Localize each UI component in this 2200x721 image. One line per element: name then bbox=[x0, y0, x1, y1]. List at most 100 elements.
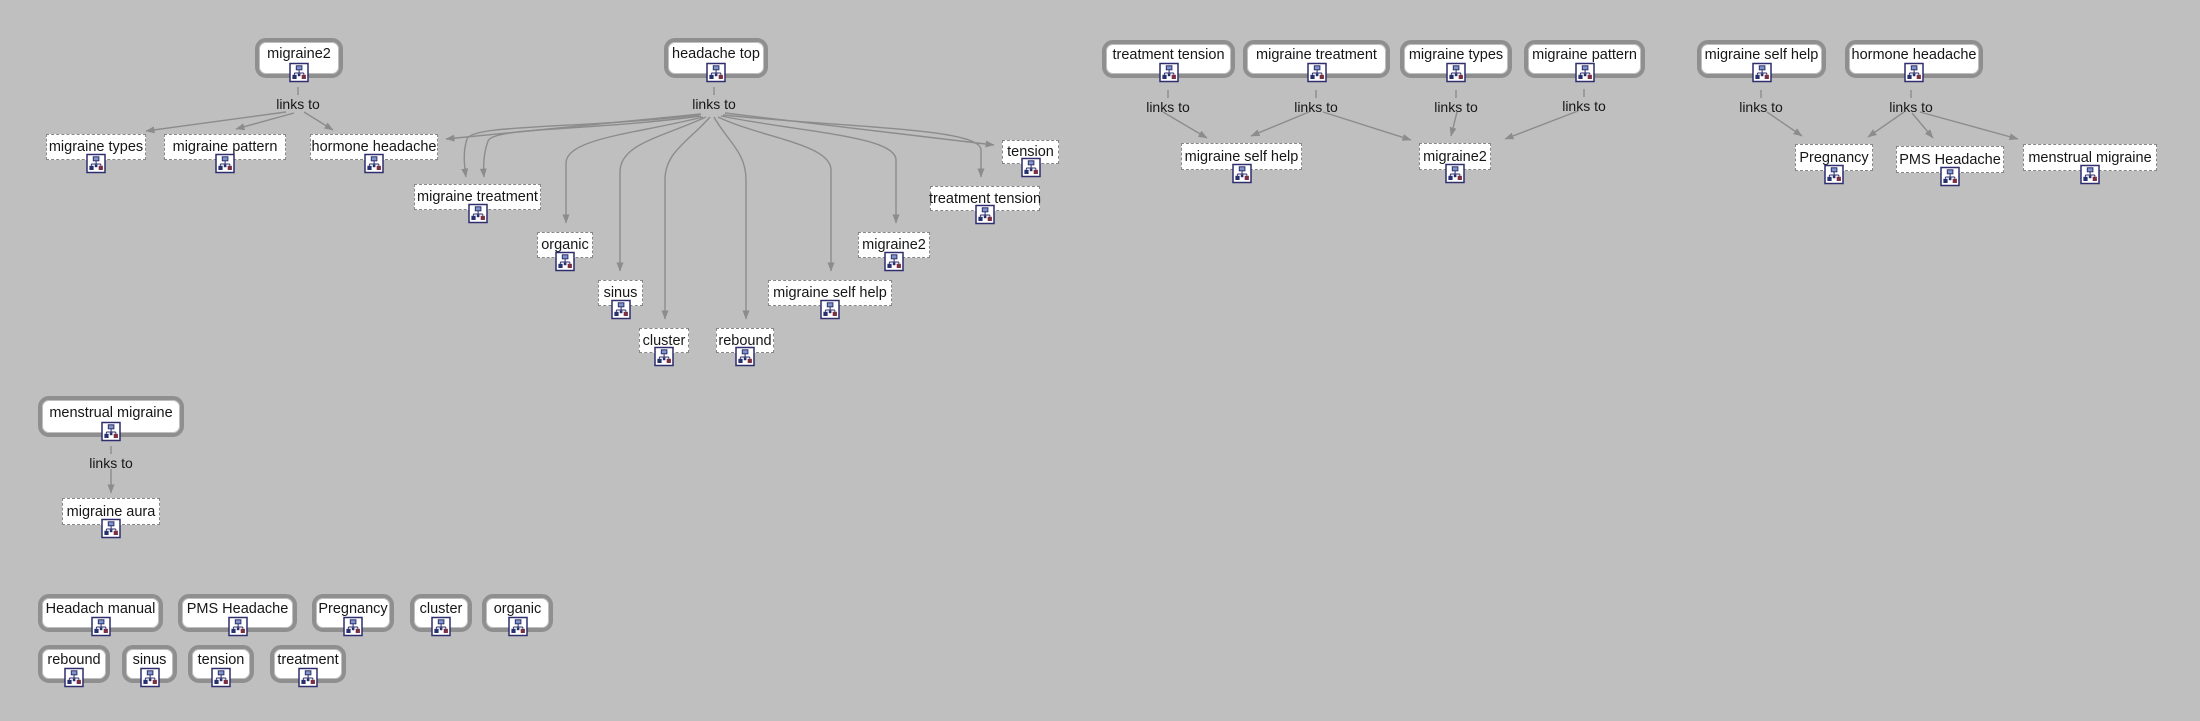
sitemap-page-icon[interactable] bbox=[1306, 62, 1327, 83]
node-s_sinus[interactable]: sinus bbox=[122, 645, 177, 688]
node-d_migraine_self_help_r[interactable]: migraine self help bbox=[1181, 143, 1302, 184]
links-to-label: links to bbox=[1562, 98, 1606, 114]
sitemap-page-icon[interactable] bbox=[1574, 62, 1595, 83]
node-label: headache top bbox=[672, 46, 760, 62]
edge-line bbox=[661, 116, 711, 320]
node-d_tension[interactable]: tension bbox=[1002, 140, 1059, 178]
edge-line bbox=[479, 115, 702, 178]
node-d_migraine2_c[interactable]: migraine2 bbox=[858, 232, 930, 272]
sitemap-page-icon[interactable] bbox=[1904, 62, 1925, 83]
node-label: Headach manual bbox=[45, 601, 156, 617]
sitemap-page-icon[interactable] bbox=[1940, 166, 1961, 187]
edge-line bbox=[1919, 111, 2019, 141]
sitemap-page-icon[interactable] bbox=[364, 153, 385, 174]
sitemap-page-icon[interactable] bbox=[227, 616, 248, 637]
sitemap-page-icon[interactable] bbox=[1751, 62, 1772, 83]
links-to-label: links to bbox=[1889, 99, 1933, 115]
node-s_migraine_treatment[interactable]: migraine treatment bbox=[1243, 40, 1390, 83]
node-d_migraine_types[interactable]: migraine types bbox=[46, 134, 146, 174]
node-s_tension[interactable]: tension bbox=[188, 645, 254, 688]
node-s_organic[interactable]: organic bbox=[482, 594, 553, 637]
sitemap-page-icon[interactable] bbox=[610, 299, 631, 320]
edge-line bbox=[303, 111, 334, 131]
edge-line bbox=[1911, 112, 1934, 139]
node-label: hormone headache bbox=[1851, 47, 1977, 63]
links-to-label: links to bbox=[1434, 99, 1478, 115]
node-d_migraine_pattern[interactable]: migraine pattern bbox=[164, 134, 286, 174]
node-d_migraine2_r[interactable]: migraine2 bbox=[1419, 143, 1491, 184]
node-s_migraine_self_help[interactable]: migraine self help bbox=[1697, 40, 1826, 83]
node-d_migraine_aura[interactable]: migraine aura bbox=[62, 498, 160, 539]
sitemap-page-icon[interactable] bbox=[101, 421, 122, 442]
node-label: migraine2 bbox=[267, 46, 331, 62]
sitemap-page-icon[interactable] bbox=[884, 251, 905, 272]
sitemap-page-icon[interactable] bbox=[735, 346, 756, 367]
edge-line bbox=[724, 112, 995, 148]
sitemap-page-icon[interactable] bbox=[101, 518, 122, 539]
node-label: treatment tension bbox=[1112, 47, 1225, 63]
sitemap-page-icon[interactable] bbox=[211, 667, 232, 688]
sitemap-page-icon[interactable] bbox=[1020, 157, 1041, 178]
node-d_pregnancy[interactable]: Pregnancy bbox=[1795, 144, 1873, 185]
node-s_treatment_tension[interactable]: treatment tension bbox=[1102, 40, 1235, 83]
edge-line bbox=[145, 111, 287, 134]
sitemap-page-icon[interactable] bbox=[1446, 62, 1467, 83]
node-s_hormone_headache[interactable]: hormone headache bbox=[1845, 40, 1983, 83]
node-s_pregnancy[interactable]: Pregnancy bbox=[312, 594, 394, 637]
node-d_hormone_headache[interactable]: hormone headache bbox=[310, 134, 438, 174]
node-d_treatment_tension[interactable]: treatment tension bbox=[929, 186, 1041, 225]
sitemap-page-icon[interactable] bbox=[1445, 163, 1466, 184]
node-s_rebound[interactable]: rebound bbox=[38, 645, 110, 688]
sitemap-page-icon[interactable] bbox=[139, 667, 160, 688]
sitemap-page-icon[interactable] bbox=[820, 299, 841, 320]
sitemap-page-icon[interactable] bbox=[2080, 164, 2101, 185]
edge-line bbox=[562, 116, 704, 224]
sitemap-page-icon[interactable] bbox=[706, 62, 727, 83]
node-label: migraine treatment bbox=[1256, 47, 1377, 63]
node-s_cluster[interactable]: cluster bbox=[410, 594, 472, 637]
sitemap-page-icon[interactable] bbox=[555, 251, 576, 272]
sitemap-page-icon[interactable] bbox=[467, 203, 488, 224]
edge-line bbox=[713, 116, 750, 320]
node-s_migraine_pattern[interactable]: migraine pattern bbox=[1524, 40, 1645, 83]
node-label: sinus bbox=[132, 652, 167, 668]
sitemap-page-icon[interactable] bbox=[343, 616, 364, 637]
sitemap-page-icon[interactable] bbox=[215, 153, 236, 174]
node-s_migraine2[interactable]: migraine2 bbox=[255, 38, 343, 83]
sitemap-page-icon[interactable] bbox=[90, 616, 111, 637]
sitemap-page-icon[interactable] bbox=[431, 616, 452, 637]
node-s_pms_headache[interactable]: PMS Headache bbox=[178, 594, 297, 637]
node-label: cluster bbox=[419, 601, 463, 617]
edge-line bbox=[720, 115, 900, 224]
sitemap-page-icon[interactable] bbox=[1158, 62, 1179, 83]
node-s_treatment[interactable]: treatment bbox=[270, 645, 346, 688]
node-d_organic[interactable]: organic bbox=[537, 232, 593, 272]
node-d_menstrual_migraine[interactable]: menstrual migraine bbox=[2023, 144, 2157, 185]
node-s_migraine_types[interactable]: migraine types bbox=[1400, 40, 1512, 83]
sitemap-page-icon[interactable] bbox=[86, 153, 107, 174]
sitemap-page-icon[interactable] bbox=[507, 616, 528, 637]
links-to-label: links to bbox=[276, 96, 320, 112]
node-d_pms_headache[interactable]: PMS Headache bbox=[1896, 146, 2004, 187]
edge-line bbox=[235, 112, 295, 131]
node-d_migraine_treatment[interactable]: migraine treatment bbox=[414, 184, 541, 224]
sitemap-page-icon[interactable] bbox=[1231, 163, 1252, 184]
node-d_rebound[interactable]: rebound bbox=[716, 328, 774, 367]
edge-line bbox=[1449, 111, 1458, 137]
edge-line bbox=[1322, 111, 1412, 141]
node-d_cluster[interactable]: cluster bbox=[639, 328, 689, 367]
node-s_headache_top[interactable]: headache top bbox=[664, 38, 768, 83]
sitemap-page-icon[interactable] bbox=[298, 667, 319, 688]
node-s_headach_manual[interactable]: Headach manual bbox=[38, 594, 163, 637]
edge-line bbox=[1867, 111, 1905, 138]
sitemap-page-icon[interactable] bbox=[289, 62, 310, 83]
links-to-label: links to bbox=[1739, 99, 1783, 115]
sitemap-page-icon[interactable] bbox=[1824, 164, 1845, 185]
node-label: organic bbox=[493, 601, 542, 617]
node-s_menstrual_migraine[interactable]: menstrual migraine bbox=[38, 396, 184, 442]
node-d_migraine_self_help_c[interactable]: migraine self help bbox=[768, 280, 892, 320]
sitemap-page-icon[interactable] bbox=[654, 346, 675, 367]
sitemap-page-icon[interactable] bbox=[975, 204, 996, 225]
node-d_sinus[interactable]: sinus bbox=[598, 280, 643, 320]
sitemap-page-icon[interactable] bbox=[64, 667, 85, 688]
